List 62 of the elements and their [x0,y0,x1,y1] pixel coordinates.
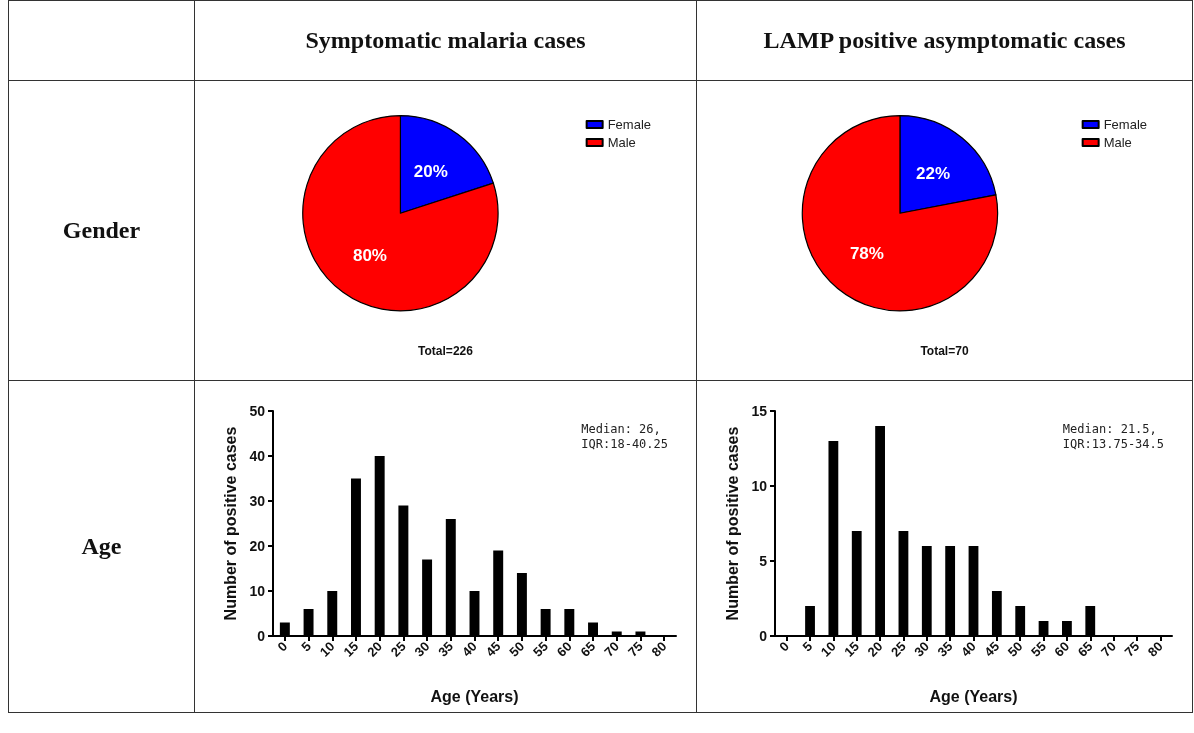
x-tick-label: 30 [911,638,933,660]
x-tick-label: 25 [387,638,409,660]
x-tick-label: 10 [817,638,839,660]
annotation: Median: 26, IQR:18-40.25 [581,421,669,450]
data-label: 22% [915,163,951,183]
x-tick-label: 20 [864,638,886,660]
x-tick-label: 80 [648,638,670,660]
x-tick-label: 45 [981,638,1003,660]
y-tick-label: 50 [249,402,266,419]
y-tick-label: 20 [249,537,266,554]
x-tick-label: 30 [411,638,433,660]
x-tick-label: 15 [841,638,863,660]
x-tick-label: 0 [776,638,792,654]
x-tick-label: 45 [482,638,504,660]
x-tick-label: 40 [458,638,480,660]
x-tick-label: 5 [799,638,816,654]
data-label: 20% [413,161,448,181]
x-tick-label: 55 [530,638,551,660]
x-tick-label: 5 [298,638,314,654]
chart-title: Symptomatic malaria cases [195,1,697,81]
x-tick-label: 60 [1051,638,1073,660]
text: Gender [9,81,195,381]
x-tick-label: 10 [316,638,338,660]
x-tick-label: 35 [435,638,457,660]
x-tick-label: 65 [1074,638,1096,660]
legend-label: Male [1103,134,1132,150]
y-tick-label: 30 [249,492,266,509]
x-axis-title: Age (Years) [929,687,1018,704]
y-tick-label: 10 [249,582,266,599]
x-tick-label: 40 [957,638,979,660]
x-tick-label: 20 [364,638,385,660]
text: Total=226 [418,343,474,358]
y-tick-label: 10 [751,477,768,494]
legend-label: Female [1103,116,1148,132]
x-tick-label: 50 [506,638,528,660]
x-tick-label: 80 [1144,638,1166,660]
text: Total=70 [920,343,969,358]
legend-label: Male [607,134,636,150]
x-tick-label: 75 [1121,638,1143,660]
y-tick-label: 5 [759,552,768,569]
annotation: Median: 21.5, IQR:13.75-34.5 [1062,421,1165,450]
x-tick-label: 75 [624,638,646,660]
y-axis-title: Number of positive cases [222,425,240,620]
x-tick-label: 50 [1004,638,1026,660]
x-tick-label: 15 [340,638,362,660]
x-tick-label: 70 [601,638,623,660]
x-tick-label: 70 [1098,638,1119,660]
y-tick-label: 40 [249,447,266,464]
data-label: 80% [352,245,387,265]
y-axis-title: Number of positive cases [724,425,742,620]
x-tick-label: 60 [553,638,575,660]
data-label: 78% [849,243,884,263]
x-axis-title: Age (Years) [430,687,519,704]
x-tick-label: 35 [934,638,956,660]
x-tick-label: 65 [577,638,599,660]
chart-title: LAMP positive asymptomatic cases [697,1,1193,81]
y-tick-label: 15 [751,402,768,419]
x-tick-label: 55 [1028,638,1049,660]
x-tick-label: 25 [887,638,909,660]
x-tick-label: 0 [274,638,291,654]
legend-label: Female [607,116,652,132]
text: Age [9,381,195,713]
